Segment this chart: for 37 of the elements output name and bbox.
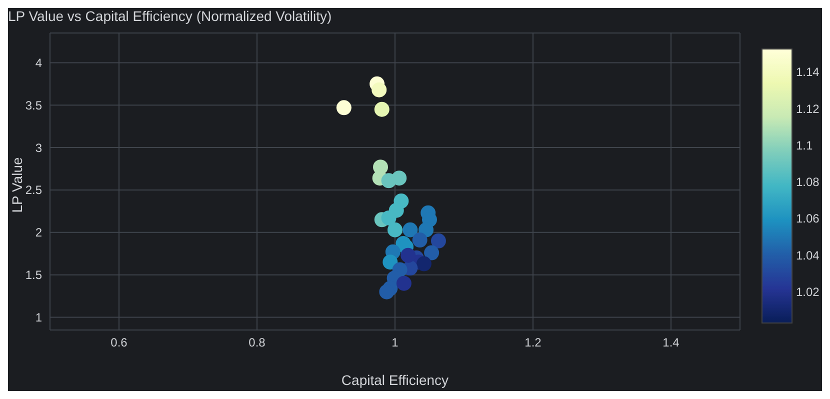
y-tick-label: 1.5	[25, 268, 42, 282]
point	[412, 232, 428, 248]
point	[379, 284, 394, 300]
point	[336, 100, 352, 116]
point	[381, 210, 396, 226]
point	[372, 82, 387, 98]
color-bar-label: 1.14	[796, 65, 820, 80]
color-bar-label: 1.1	[796, 138, 814, 152]
y-tick-label: 4	[35, 56, 42, 70]
color-bar-label: 1.06	[796, 212, 820, 226]
point	[416, 256, 432, 272]
y-tick-label: 3.5	[25, 98, 42, 112]
point	[392, 170, 407, 186]
color-bar-label: 1.08	[796, 175, 820, 190]
point	[402, 222, 418, 238]
point	[388, 222, 402, 238]
point	[430, 233, 446, 248]
x-tick-label: 1.4	[662, 336, 680, 350]
x-tick-label: 0.8	[248, 336, 266, 350]
y-tick-label: 3	[35, 140, 42, 155]
y-tick-label: 1	[35, 310, 42, 325]
point	[400, 248, 416, 263]
y-tick-label: 2	[35, 226, 42, 240]
x-tick-label: 0.6	[110, 336, 128, 350]
point	[374, 102, 390, 117]
point	[396, 276, 412, 291]
color-bar-label: 1.12	[796, 102, 820, 116]
y-tick-label: 2.5	[25, 183, 42, 198]
x-tick-label: 1	[392, 336, 399, 350]
x-axis-title: Capital Efficiency	[341, 372, 449, 388]
point	[382, 254, 398, 270]
chart-title: LP Value vs Capital Efficiency (Normalized Volatility)	[8, 8, 332, 24]
x-tick-label: 1.2	[524, 336, 542, 350]
color-bar-label: 1.02	[796, 285, 820, 300]
point	[424, 245, 440, 260]
y-axis-title: LP Value	[8, 157, 25, 213]
color-bar-label: 1.04	[796, 248, 820, 262]
